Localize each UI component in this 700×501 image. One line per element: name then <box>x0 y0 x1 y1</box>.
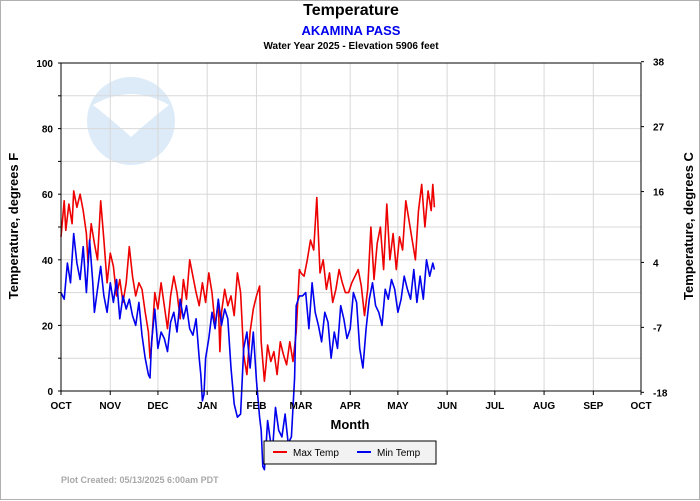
x-tick-label: MAY <box>387 401 409 412</box>
x-tick-label: NOV <box>99 401 121 412</box>
grid-lines <box>61 63 641 391</box>
x-tick-label: SEP <box>583 401 603 412</box>
y-tick-label: 60 <box>42 190 54 201</box>
y-tick-label: 100 <box>36 59 53 70</box>
x-tick-label: AUG <box>533 401 555 412</box>
y2-tick-label: 27 <box>653 123 665 134</box>
series-line-min-temp <box>60 232 436 471</box>
x-axis-label: Month <box>331 417 370 432</box>
legend-label-min: Min Temp <box>377 448 421 459</box>
y2-tick-label: 38 <box>653 58 665 69</box>
x-tick-label: JUN <box>437 401 457 412</box>
x-tick-label: FEB <box>246 401 266 412</box>
y2-axis-label: Temperature, degrees C <box>681 151 696 299</box>
y-axis-label: Temperature, degrees F <box>6 153 21 299</box>
x-tick-label: OCT <box>50 401 71 412</box>
y-tick-label: 40 <box>42 256 54 267</box>
legend-label-max: Max Temp <box>293 448 339 459</box>
x-tick-label: DEC <box>147 401 168 412</box>
series-lines <box>60 183 436 471</box>
y-tick-label: 0 <box>47 387 53 398</box>
axis-ticks <box>58 61 644 395</box>
logo-text: NOAA <box>113 94 149 108</box>
y-tick-label: 20 <box>42 321 54 332</box>
noaa-logo-icon: NOAA <box>87 77 175 165</box>
tick-labels: 0 20 40 60 80 100 -18 -7 4 16 27 38 OCT NOV DEC JAN FEB M… <box>36 58 668 412</box>
y2-tick-label: -7 <box>653 323 662 334</box>
chart-subtitle: Water Year 2025 - Elevation 5906 feet <box>263 41 439 52</box>
station-name: AKAMINA PASS <box>301 23 401 38</box>
x-tick-label: OCT <box>630 401 651 412</box>
chart-title: Temperature <box>303 2 399 19</box>
legend: Max Temp Min Temp <box>263 440 437 465</box>
x-tick-label: JAN <box>197 401 217 412</box>
plot-created-note: Plot Created: 05/13/2025 6:00am PDT <box>61 475 219 485</box>
x-tick-label: APR <box>340 401 362 412</box>
x-tick-label: JUL <box>485 401 504 412</box>
x-tick-label: MAR <box>290 401 314 412</box>
y2-tick-label: 4 <box>653 258 659 269</box>
y2-tick-label: 16 <box>653 188 665 199</box>
y-tick-label: 80 <box>42 125 54 136</box>
y2-tick-label: -18 <box>653 388 668 399</box>
